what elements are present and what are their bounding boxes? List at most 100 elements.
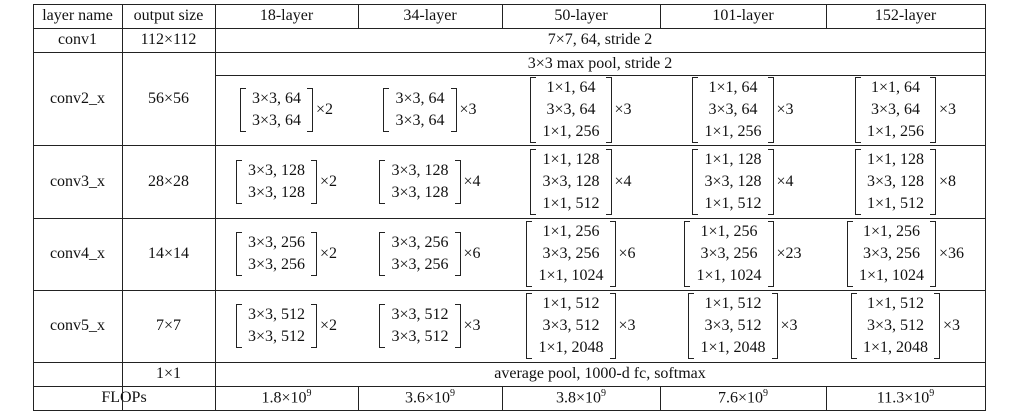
layer-cell: conv4_x (33, 218, 122, 290)
flops-cell: 1.8×109 (215, 386, 358, 410)
block-group: 1×1, 512 3×3, 512 1×1, 2048 ×3 (526, 293, 636, 359)
block-cell: 3×3, 64 3×3, 64 ×3 (358, 75, 502, 145)
flops-value: 3.8×109 (556, 388, 606, 407)
output-size: 1×1 (155, 365, 182, 382)
block-repeat: ×6 (463, 245, 481, 262)
block-line: 3×3, 64 (870, 101, 920, 118)
block-lines: 1×1, 64 3×3, 64 1×1, 256 (698, 77, 767, 143)
block-line: 1×1, 64 (546, 79, 596, 96)
block-line: 1×1, 128 (704, 150, 762, 168)
flops-exp: 9 (929, 388, 935, 400)
block-group: 1×1, 128 3×3, 128 1×1, 512 ×4 (692, 148, 794, 215)
block-repeat: ×2 (316, 101, 334, 118)
v-rule (660, 4, 661, 28)
block-lines: 3×3, 512 3×3, 512 (242, 304, 311, 348)
block-line: 1×1, 64 (870, 79, 920, 96)
block-cell: 3×3, 256 3×3, 256 ×6 (358, 218, 502, 290)
block-cell: 1×1, 128 3×3, 128 1×1, 512 ×4 (660, 145, 826, 218)
block-cell: 1×1, 64 3×3, 64 1×1, 256 ×3 (502, 75, 660, 145)
v-rule (502, 386, 503, 411)
right-bracket (771, 293, 778, 359)
block-line: 3×3, 64 (546, 101, 596, 118)
block-line: 3×3, 128 (391, 161, 449, 179)
layer-cell: conv1 (33, 28, 122, 52)
block-line: 3×3, 512 (704, 317, 762, 334)
left-bracket (530, 77, 537, 143)
output-size: 28×28 (147, 172, 190, 190)
block-line: 1×1, 1024 (538, 267, 604, 284)
block-group: 3×3, 256 3×3, 256 ×2 (235, 232, 337, 276)
right-bracket (454, 232, 461, 276)
block-lines: 3×3, 256 3×3, 256 (242, 232, 311, 276)
block-group: 1×1, 128 3×3, 128 1×1, 512 ×8 (854, 148, 956, 215)
layer-name: conv4_x (49, 245, 106, 262)
h-rule (33, 290, 986, 291)
output-size: 7×7 (155, 317, 182, 334)
flops-exp: 9 (306, 388, 312, 400)
block-group: 1×1, 64 3×3, 64 1×1, 256 ×3 (530, 77, 632, 143)
block-group: 3×3, 64 3×3, 64 ×2 (239, 88, 334, 132)
right-bracket (930, 221, 936, 287)
block-line: 3×3, 256 (247, 234, 305, 251)
block-line: 1×1, 256 (700, 223, 758, 240)
block-line: 1×1, 512 (704, 194, 762, 212)
block-repeat: ×36 (939, 245, 965, 262)
header-text: 18-layer (259, 7, 314, 24)
left-bracket (379, 304, 386, 348)
left-bracket (684, 221, 691, 287)
spec-text: average pool, 1000-d fc, softmax (494, 365, 706, 382)
block-line: 3×3, 128 (247, 161, 305, 179)
layer-cell: conv2_x (33, 52, 122, 145)
block-group: 1×1, 256 3×3, 256 1×1, 1024 ×23 (684, 221, 802, 287)
flops-value: 7.6×109 (718, 388, 768, 407)
header-text: 50-layer (554, 7, 608, 24)
block-repeat: ×3 (463, 317, 481, 334)
left-bracket (850, 293, 857, 359)
layer-name: FLOPs (101, 389, 147, 406)
block-cell: 3×3, 256 3×3, 256 ×2 (215, 218, 358, 290)
block-line: 1×1, 1024 (696, 267, 762, 284)
header-cell: 50-layer (502, 4, 660, 28)
block-lines: 3×3, 512 3×3, 512 (385, 304, 454, 348)
block-group: 1×1, 64 3×3, 64 1×1, 256 ×3 (854, 77, 956, 143)
block-repeat: ×3 (614, 101, 632, 118)
pre-cell: 3×3 max pool, stride 2 (215, 52, 985, 75)
left-bracket (379, 232, 386, 276)
block-cell: 1×1, 256 3×3, 256 1×1, 1024 ×36 (826, 218, 985, 290)
right-bracket (609, 221, 616, 287)
block-line: 1×1, 128 (866, 150, 924, 168)
block-line: 3×3, 128 (704, 172, 762, 190)
block-repeat: ×4 (463, 172, 481, 190)
block-line: 3×3, 512 (542, 317, 600, 334)
block-lines: 1×1, 128 3×3, 128 1×1, 512 (698, 149, 767, 215)
block-lines: 3×3, 128 3×3, 128 (385, 160, 454, 204)
header-text: output size (133, 7, 204, 24)
h-rule (33, 4, 986, 5)
right-bracket (311, 304, 317, 348)
flops-exp: 9 (450, 388, 456, 400)
output-cell: 7×7 (122, 290, 215, 362)
flops-base: 3.8×10 (555, 389, 602, 407)
flops-base: 11.3×10 (876, 389, 930, 407)
block-line: 1×1, 256 (542, 123, 600, 140)
left-bracket (854, 77, 861, 143)
left-bracket (235, 159, 242, 204)
layer-name: conv1 (57, 31, 98, 48)
block-lines: 3×3, 256 3×3, 256 (385, 232, 454, 276)
block-lines: 1×1, 128 3×3, 128 1×1, 512 (861, 149, 930, 215)
output-cell: 28×28 (122, 145, 215, 218)
left-bracket (530, 148, 537, 215)
right-bracket (311, 232, 317, 276)
flops-value: 1.8×109 (261, 388, 311, 407)
block-group: 3×3, 64 3×3, 64 ×3 (383, 88, 477, 132)
block-repeat: ×3 (618, 317, 636, 334)
block-repeat: ×6 (618, 245, 636, 262)
layer-cell: conv3_x (33, 145, 122, 218)
block-line: 1×1, 2048 (862, 339, 928, 356)
right-bracket (605, 77, 612, 143)
block-lines: 1×1, 256 3×3, 256 1×1, 1024 (853, 221, 930, 287)
v-rule (826, 386, 827, 411)
right-bracket (609, 293, 616, 359)
block-line: 3×3, 256 (542, 245, 600, 262)
